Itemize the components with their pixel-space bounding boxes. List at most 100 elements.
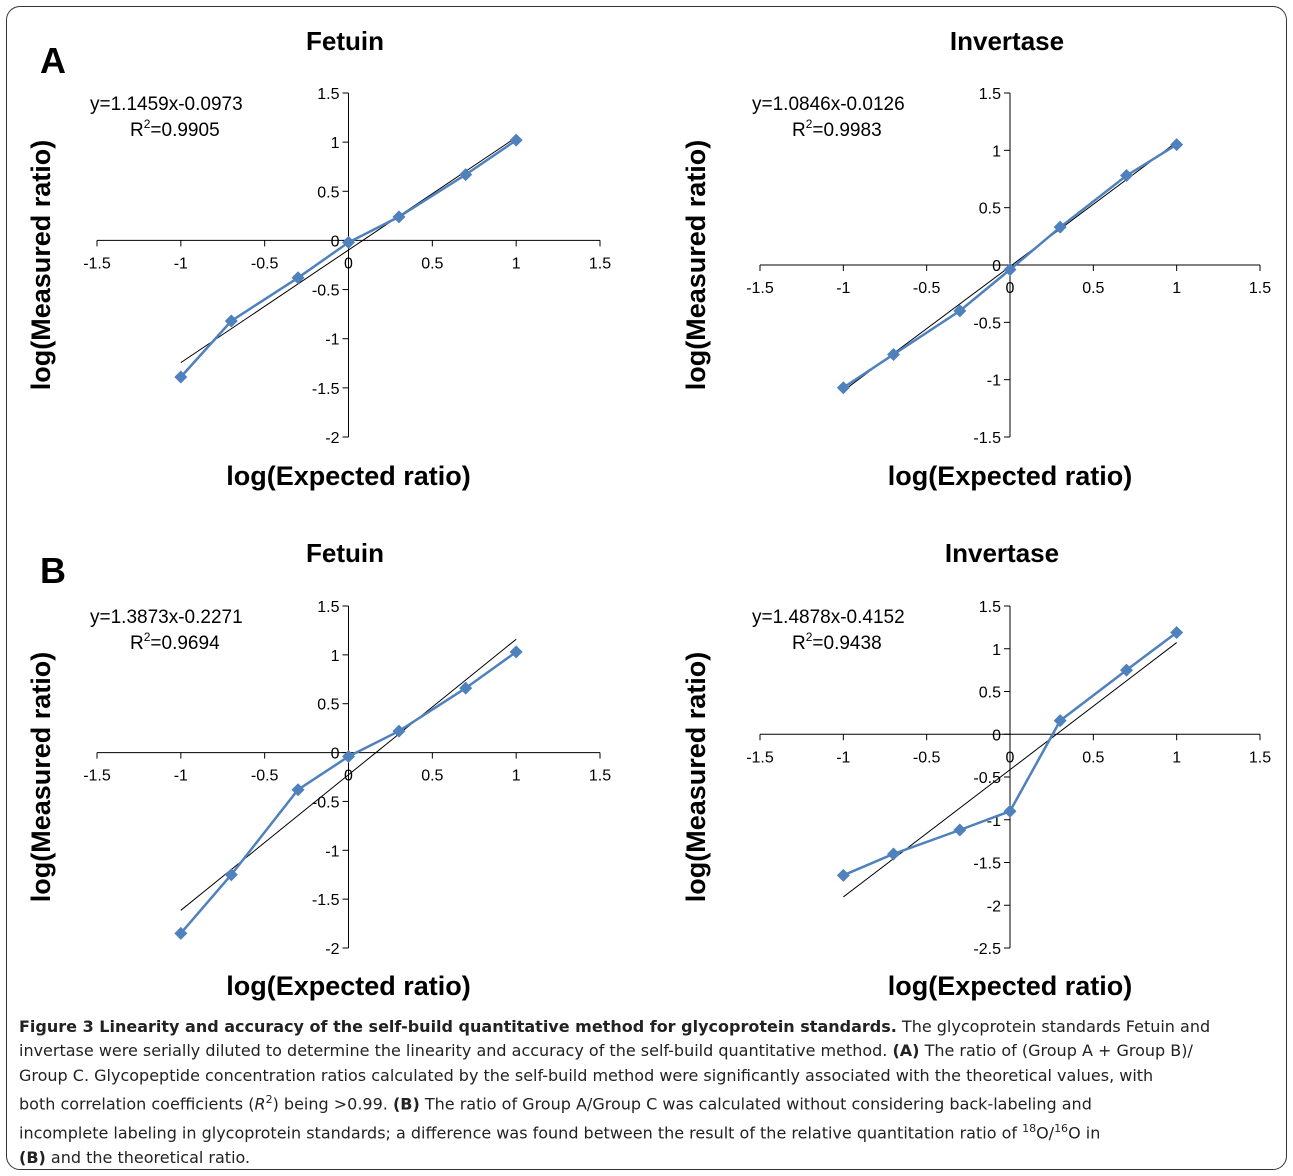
x-tick-label: -0.5 [251, 255, 279, 272]
y-tick-label: -1 [325, 332, 339, 349]
figure-caption: Figure 3 Linearity and accuracy of the s… [19, 1015, 1274, 1170]
x-tick-label: -1.5 [83, 768, 111, 785]
x-tick-label: -1 [174, 768, 188, 785]
data-point [1170, 138, 1184, 152]
y-tick-label: 0 [331, 233, 340, 250]
y-tick-label: 0.5 [317, 697, 339, 714]
y-tick-label: -0.5 [973, 770, 1001, 787]
caption-line3: Group C. Glycopeptide concentration rati… [19, 1065, 1154, 1085]
r-squared-letter: R [792, 633, 806, 654]
r-squared-label: R2=0.9983 [792, 117, 882, 141]
data-point [509, 645, 523, 659]
x-tick-label: -1.5 [83, 255, 111, 272]
data-point [224, 314, 238, 328]
y-tick-label: 1 [992, 642, 1001, 659]
data-point [1053, 714, 1067, 728]
y-tick-label: -1.5 [973, 856, 1001, 873]
caption-iso2-sup: 16 [1054, 1121, 1069, 1135]
x-tick-label: 1.5 [589, 255, 611, 272]
panel-label-b: B [40, 550, 66, 591]
data-point [836, 381, 850, 395]
data-point [1170, 626, 1184, 640]
panel-label-a: A [40, 40, 66, 81]
caption-line4b: ) being >0.99. [272, 1094, 393, 1114]
data-point [1003, 263, 1017, 277]
r-squared-label: R2=0.9905 [130, 117, 220, 141]
y-tick-label: -0.5 [312, 794, 340, 811]
data-point [887, 347, 900, 361]
x-axis-label: log(Expected ratio) [226, 461, 471, 491]
r-squared-sup: 2 [806, 117, 813, 131]
caption-line4a: both correlation coefficients ( [19, 1094, 255, 1114]
y-tick-label: -2 [325, 430, 339, 447]
x-tick-label: -0.5 [913, 749, 941, 766]
data-point [342, 749, 355, 763]
data-point [509, 133, 523, 147]
x-tick-label: 0 [1006, 749, 1015, 766]
data-point [1120, 169, 1133, 183]
data-point [459, 681, 473, 695]
y-tick-label: -1 [987, 373, 1001, 390]
chart-title: Fetuin [306, 26, 384, 56]
caption-line2: invertase were serially diluted to deter… [19, 1041, 893, 1061]
x-tick-label: 1 [1172, 749, 1181, 766]
caption-r-sup: 2 [265, 1093, 273, 1107]
y-tick-label: -0.5 [312, 283, 340, 300]
caption-iso2: O in [1068, 1123, 1101, 1143]
data-point [174, 370, 188, 384]
x-tick-label: 0 [1006, 280, 1015, 297]
y-tick-label: 1.5 [979, 86, 1001, 103]
data-point [1003, 804, 1017, 818]
y-tick-label: 0 [992, 727, 1001, 744]
chart-a-fetuin: Fetuin log(Expected ratio) log(Measured ra… [26, 26, 611, 491]
fit-equation: y=1.0846x-0.0126 [752, 94, 905, 115]
fit-equation: y=1.4878x-0.4152 [752, 607, 905, 628]
r-squared-letter: R [792, 120, 806, 141]
data-point [291, 271, 305, 285]
r-squared-value: =0.9694 [150, 633, 220, 654]
y-axis-label: log(Measured ratio) [681, 652, 711, 903]
caption-heading: Figure 3 Linearity and accuracy of the s… [19, 1017, 897, 1036]
x-tick-label: 0 [344, 255, 353, 272]
r-squared-value: =0.9905 [150, 120, 219, 141]
y-tick-label: 1 [992, 143, 1001, 160]
fit-equation: y=1.3873x-0.2271 [90, 607, 243, 628]
x-tick-label: -1 [174, 255, 188, 272]
y-tick-label: -1.5 [312, 892, 340, 909]
x-axis-label: log(Expected ratio) [888, 461, 1133, 491]
figure-frame [6, 6, 1287, 1170]
x-axis-label: log(Expected ratio) [888, 971, 1133, 1001]
r-squared-letter: R [130, 633, 144, 654]
fit-equation: y=1.1459x-0.0973 [90, 94, 243, 115]
x-tick-label: 1 [512, 768, 521, 785]
caption-iso1: O/ [1036, 1123, 1055, 1143]
data-point [953, 304, 967, 318]
caption-r-italic: R [254, 1094, 266, 1114]
x-tick-label: 0.5 [1082, 749, 1104, 766]
data-point [887, 847, 900, 861]
y-tick-label: 1.5 [317, 599, 339, 616]
x-tick-label: -1.5 [746, 280, 774, 297]
y-axis-label: log(Measured ratio) [26, 652, 56, 903]
y-tick-label: -1 [325, 843, 339, 860]
y-axis-label: log(Measured ratio) [26, 140, 56, 391]
y-axis-label: log(Measured ratio) [681, 140, 711, 391]
chart-title: Invertase [950, 26, 1064, 56]
caption-b-label2: (B) [19, 1147, 46, 1167]
data-point [342, 235, 355, 249]
data-point [836, 868, 850, 882]
data-point [224, 868, 238, 882]
x-tick-label: -0.5 [913, 280, 941, 297]
data-point [1120, 663, 1133, 677]
caption-line2b: The ratio of (Group A + Group B)/ [919, 1041, 1193, 1061]
x-tick-label: -1 [836, 749, 850, 766]
chart-b-fetuin: Fetuin log(Expected ratio) log(Measured ra… [26, 538, 611, 1001]
y-tick-label: 1 [331, 135, 340, 152]
caption-line4c: The ratio of Group A/Group C was calcula… [419, 1094, 1092, 1114]
caption-line1: The glycoprotein standards Fetuin and [896, 1017, 1211, 1036]
caption-iso1-sup: 18 [1022, 1121, 1037, 1135]
y-tick-label: 0.5 [979, 201, 1001, 218]
y-tick-label: 0 [992, 258, 1001, 275]
y-tick-label: 1.5 [979, 599, 1001, 616]
x-tick-label: 1.5 [1249, 749, 1271, 766]
